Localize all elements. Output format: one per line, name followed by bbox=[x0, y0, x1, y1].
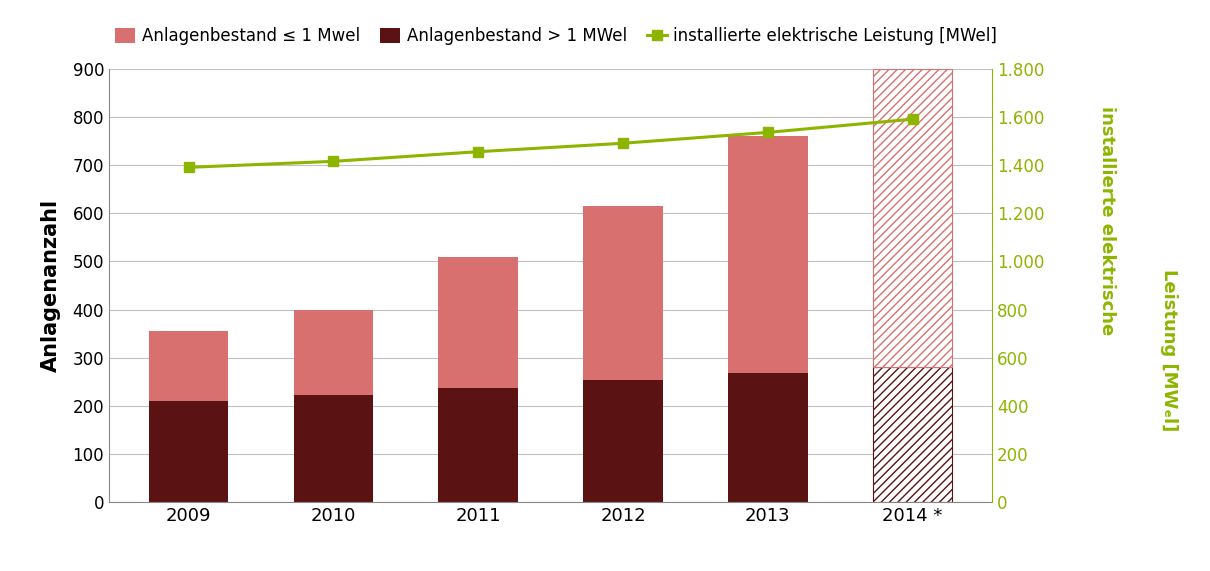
Bar bbox=[872, 368, 952, 502]
Bar bbox=[294, 309, 373, 396]
Bar bbox=[728, 373, 807, 502]
Bar bbox=[149, 331, 229, 401]
Bar bbox=[872, 69, 952, 368]
Bar bbox=[583, 380, 663, 502]
Text: installierte elektrische: installierte elektrische bbox=[1097, 106, 1116, 335]
Bar bbox=[149, 401, 229, 502]
Bar bbox=[438, 256, 518, 388]
Bar bbox=[583, 206, 663, 380]
Bar bbox=[294, 396, 373, 502]
Legend: Anlagenbestand ≤ 1 Mwel, Anlagenbestand > 1 MWel, installierte elektrische Leist: Anlagenbestand ≤ 1 Mwel, Anlagenbestand … bbox=[109, 21, 1004, 52]
Bar bbox=[438, 388, 518, 502]
Y-axis label: Anlagenanzahl: Anlagenanzahl bbox=[41, 199, 62, 372]
Bar bbox=[728, 136, 807, 373]
Text: Leistung [MWₑl]: Leistung [MWₑl] bbox=[1160, 270, 1177, 432]
